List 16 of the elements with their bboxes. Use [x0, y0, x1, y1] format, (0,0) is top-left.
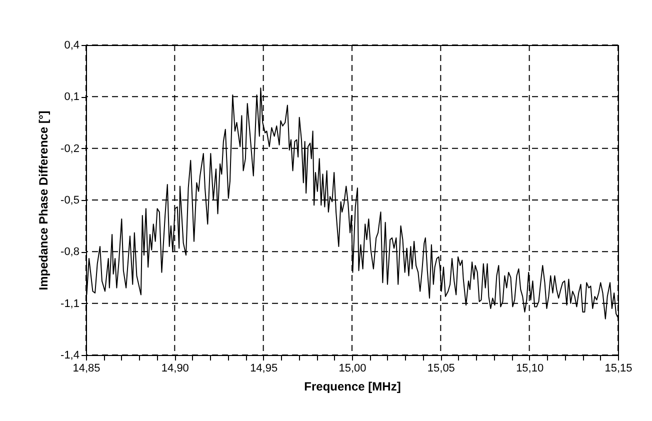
- x-tick-label: 15,10: [516, 362, 544, 374]
- x-axis-title: Frequence [MHz]: [304, 380, 401, 394]
- y-tick-label: 0,4: [64, 40, 80, 52]
- x-tick-label: 15,15: [604, 362, 632, 374]
- y-tick-label: -0,2: [60, 142, 80, 155]
- x-tick-label: 15,05: [427, 362, 455, 374]
- y-tick-label: -0,5: [60, 194, 80, 206]
- x-tick-label: 14,90: [161, 362, 189, 374]
- x-tick-label: 15,00: [338, 362, 366, 374]
- y-tick-label: -0,8: [60, 246, 80, 258]
- y-tick-label: -1,4: [60, 350, 80, 362]
- y-tick-label: -1,1: [60, 298, 80, 310]
- y-tick-label: 0,1: [64, 91, 80, 104]
- x-tick-label: 14,95: [250, 362, 278, 374]
- x-tick-label: 14,85: [72, 362, 100, 374]
- y-axis-title: Impedance Phase Difference [°]: [36, 110, 51, 290]
